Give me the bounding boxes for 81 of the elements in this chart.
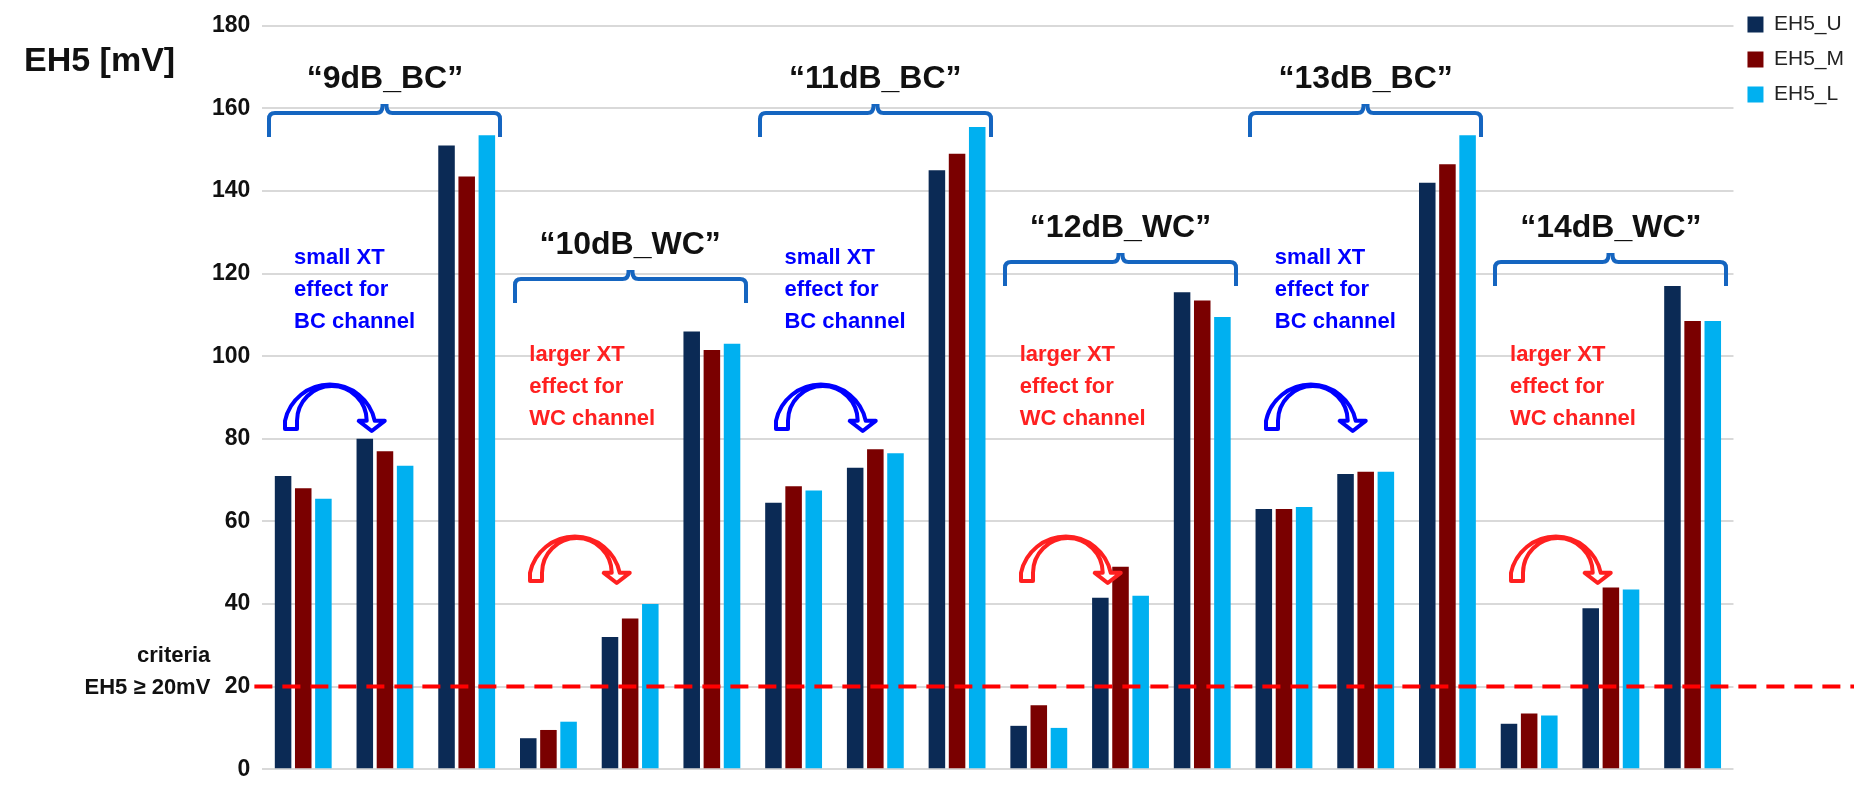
ref-line-label: criteria EH5 ≥ 20mV (83, 640, 211, 701)
bar (1602, 587, 1620, 769)
annotation: “14dB_WC” (1519, 207, 1703, 245)
bar (785, 486, 802, 769)
bar (1541, 715, 1558, 769)
bar (1010, 725, 1027, 769)
bar (1337, 473, 1354, 769)
y-tick-label: 140 (212, 176, 251, 203)
y-tick-label: 60 (224, 506, 251, 533)
bar (765, 502, 782, 769)
y-tick-label: 100 (212, 341, 251, 368)
annotation: “13dB_BC” (1277, 59, 1454, 97)
bar (601, 637, 619, 769)
bar (867, 449, 884, 769)
legend-label: EH5_M (1773, 46, 1845, 71)
bar (1520, 713, 1538, 769)
bar (1419, 182, 1436, 769)
annotation: small XT effect for BC channel (294, 242, 416, 335)
annotation: “11dB_BC” (788, 59, 963, 97)
y-axis-title: EH5 [mV] (24, 40, 176, 79)
bar (805, 490, 823, 769)
bar (1255, 509, 1273, 769)
annotation: larger XT effect for WC channel (1019, 339, 1146, 432)
bar (1459, 135, 1476, 769)
bar (478, 135, 496, 769)
bar (1030, 705, 1048, 769)
bar (1377, 471, 1395, 769)
bar (1092, 597, 1109, 769)
bar (1275, 509, 1293, 769)
bar (723, 343, 741, 769)
y-tick-label: 160 (212, 93, 251, 120)
bar (438, 145, 455, 769)
bar (1214, 316, 1231, 769)
annotation: larger XT effect for WC channel (529, 339, 656, 432)
y-tick-label: 20 (224, 671, 251, 698)
annotation: “9dB_BC” (306, 59, 464, 96)
legend-label: EH5_U (1773, 11, 1842, 36)
bar (928, 170, 946, 769)
bar (1295, 506, 1313, 769)
bar (1193, 300, 1211, 769)
bar (1439, 164, 1456, 769)
bar (703, 350, 721, 769)
bar (968, 126, 986, 769)
bar (1112, 566, 1129, 769)
bar (274, 475, 292, 769)
y-tick-label: 80 (224, 424, 251, 451)
y-tick-label: 120 (212, 258, 251, 285)
bar (1357, 471, 1374, 769)
bar (846, 467, 864, 769)
y-tick-label: 40 (224, 589, 251, 616)
annotation: “12dB_WC” (1028, 207, 1213, 245)
bar (621, 618, 639, 769)
bar (1173, 292, 1191, 769)
bar (520, 738, 537, 769)
bar (1622, 589, 1640, 769)
annotation: small XT effect for BC channel (784, 242, 906, 335)
bar (1500, 723, 1518, 769)
bar (1050, 727, 1068, 769)
bar (540, 729, 557, 769)
bar (1704, 321, 1722, 769)
bar (396, 465, 414, 769)
bar (315, 498, 332, 769)
legend-label: EH5_L (1773, 81, 1839, 106)
bar (1684, 321, 1701, 769)
bar (683, 331, 700, 769)
bar (1582, 608, 1599, 769)
annotation: larger XT effect for WC channel (1510, 339, 1636, 432)
annotation: “10dB_WC” (538, 224, 722, 262)
y-tick-label: 0 (237, 754, 251, 781)
bar (948, 153, 966, 769)
bar (642, 604, 659, 769)
bar (356, 438, 374, 769)
bar (560, 721, 577, 769)
bar (458, 176, 475, 769)
bar (1664, 285, 1681, 769)
annotation: small XT effect for BC channel (1274, 242, 1396, 335)
bar (1132, 595, 1149, 769)
bar (887, 453, 904, 769)
y-tick-label: 180 (212, 11, 251, 38)
bar (376, 451, 394, 769)
bar (294, 488, 312, 769)
